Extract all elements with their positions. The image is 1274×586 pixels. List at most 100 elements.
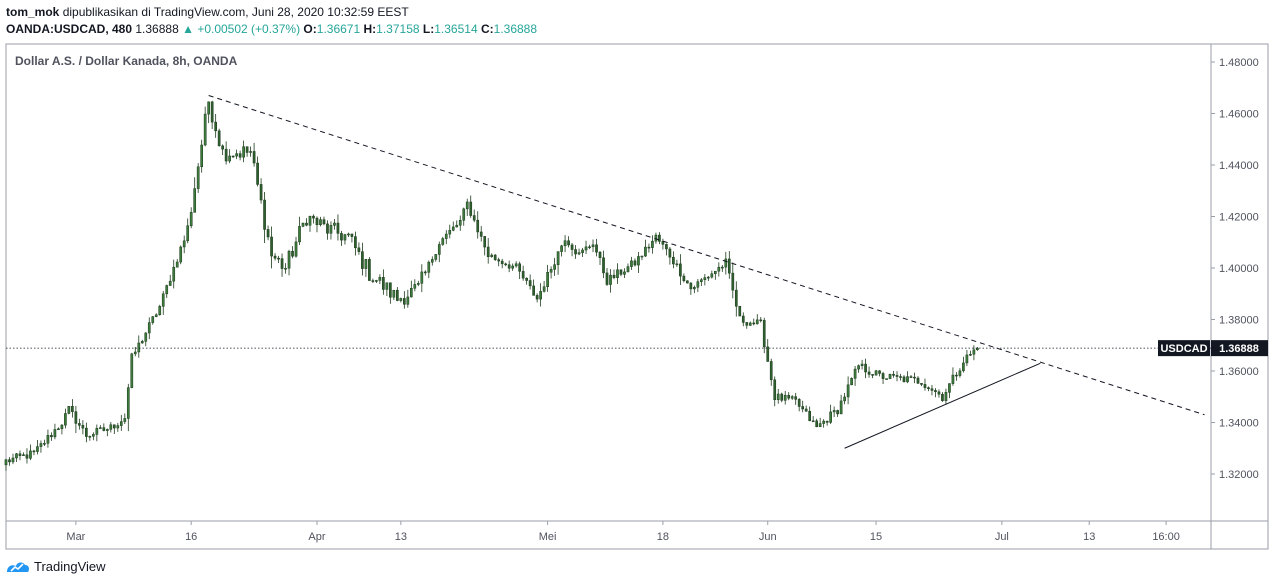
candle[interactable] — [532, 279, 535, 296]
candle[interactable] — [556, 251, 560, 275]
candle[interactable] — [717, 262, 721, 277]
candle[interactable] — [217, 128, 221, 147]
candle[interactable] — [483, 236, 487, 256]
candle[interactable] — [343, 233, 347, 245]
candle[interactable] — [200, 139, 204, 173]
candle[interactable] — [165, 284, 169, 298]
candle[interactable] — [958, 368, 962, 378]
candle[interactable] — [389, 282, 392, 304]
candle[interactable] — [207, 101, 210, 124]
candle[interactable] — [15, 452, 18, 463]
candle[interactable] — [542, 281, 546, 293]
support-line[interactable] — [844, 362, 1041, 449]
candle[interactable] — [263, 192, 266, 244]
candle[interactable] — [951, 367, 955, 386]
candle[interactable] — [846, 376, 850, 405]
candle[interactable] — [941, 392, 944, 402]
candle[interactable] — [724, 251, 728, 275]
candle[interactable] — [224, 141, 228, 165]
candle[interactable] — [885, 378, 888, 380]
candle[interactable] — [850, 377, 853, 386]
candle[interactable] — [50, 432, 53, 441]
candle[interactable] — [95, 424, 99, 442]
candle[interactable] — [679, 254, 682, 285]
candle[interactable] — [672, 251, 675, 269]
candle[interactable] — [731, 262, 735, 299]
candle[interactable] — [413, 279, 417, 292]
candle[interactable] — [497, 257, 501, 267]
candle[interactable] — [256, 156, 259, 187]
candle[interactable] — [776, 388, 780, 404]
candle[interactable] — [507, 260, 511, 273]
candle[interactable] — [8, 457, 11, 466]
candle[interactable] — [923, 378, 927, 391]
candle[interactable] — [895, 371, 899, 382]
candle[interactable] — [270, 226, 273, 269]
candle[interactable] — [839, 394, 843, 415]
candle[interactable] — [651, 235, 654, 254]
candle[interactable] — [748, 321, 752, 327]
candle[interactable] — [804, 405, 808, 412]
candle[interactable] — [458, 215, 462, 231]
candle[interactable] — [948, 383, 951, 399]
candle[interactable] — [881, 371, 885, 384]
candle[interactable] — [133, 347, 137, 357]
time-axis[interactable]: Mar 16 Apr 13 Mei 18 Jun 15 Jul 13 16:00 — [66, 521, 1180, 543]
candle[interactable] — [595, 238, 598, 257]
candle[interactable] — [430, 256, 434, 266]
candle[interactable] — [878, 370, 881, 377]
candle[interactable] — [409, 280, 413, 298]
candle[interactable] — [675, 259, 679, 267]
candle[interactable] — [175, 259, 179, 268]
candle[interactable] — [39, 440, 43, 453]
candle[interactable] — [493, 253, 497, 262]
candle[interactable] — [81, 420, 85, 435]
candle[interactable] — [703, 274, 707, 286]
candle[interactable] — [665, 243, 668, 256]
candle[interactable] — [766, 339, 770, 362]
candle[interactable] — [514, 261, 518, 268]
candle[interactable] — [140, 339, 144, 344]
candle[interactable] — [479, 226, 483, 242]
candle[interactable] — [319, 216, 322, 227]
candle[interactable] — [755, 314, 759, 325]
candle[interactable] — [871, 374, 874, 379]
price-axis[interactable]: 1.48000 1.46000 1.44000 1.42000 1.40000 1.380… — [1211, 57, 1259, 481]
candle[interactable] — [109, 421, 113, 433]
candle[interactable] — [392, 289, 396, 301]
candle[interactable] — [238, 150, 242, 161]
candle[interactable] — [406, 289, 410, 308]
candle[interactable] — [78, 418, 81, 430]
candle[interactable] — [759, 317, 763, 323]
candle[interactable] — [67, 406, 71, 415]
candle[interactable] — [734, 281, 738, 317]
candle[interactable] — [252, 142, 256, 167]
candle[interactable] — [549, 266, 553, 279]
candle[interactable] — [581, 247, 584, 258]
candle[interactable] — [333, 218, 336, 230]
candle[interactable] — [720, 264, 724, 272]
candle[interactable] — [490, 253, 494, 258]
candle[interactable] — [769, 358, 773, 386]
candle[interactable] — [783, 390, 787, 405]
candle[interactable] — [451, 221, 455, 232]
candle[interactable] — [235, 149, 238, 160]
candle[interactable] — [752, 318, 756, 326]
candle[interactable] — [329, 221, 333, 240]
candle[interactable] — [521, 265, 525, 281]
candle[interactable] — [902, 375, 906, 383]
candle[interactable] — [888, 373, 892, 380]
candle[interactable] — [570, 242, 574, 257]
candle[interactable] — [668, 246, 672, 265]
candle[interactable] — [553, 257, 556, 276]
candle[interactable] — [151, 316, 155, 325]
candle[interactable] — [444, 230, 448, 245]
candle[interactable] — [560, 244, 563, 257]
candle[interactable] — [504, 262, 508, 267]
candle[interactable] — [315, 216, 319, 233]
candle[interactable] — [116, 422, 120, 432]
candle[interactable] — [249, 146, 252, 157]
candle[interactable] — [385, 282, 389, 297]
candle[interactable] — [214, 113, 217, 138]
